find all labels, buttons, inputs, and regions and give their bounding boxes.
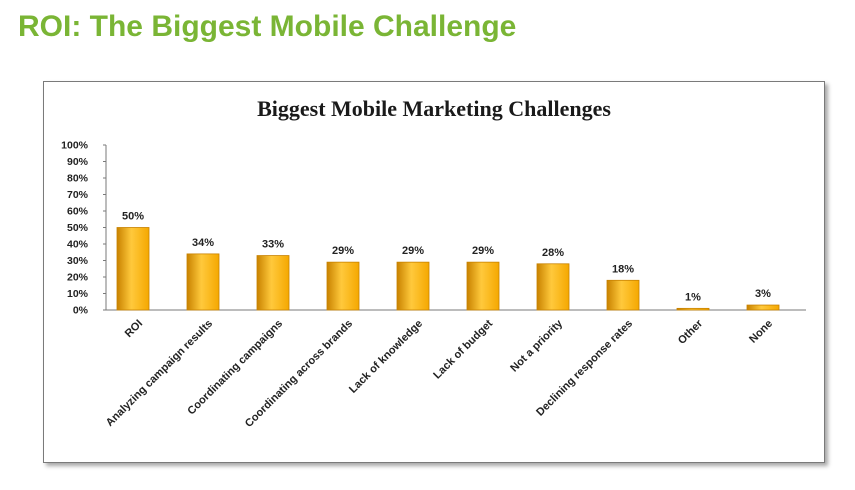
bar — [326, 261, 360, 311]
x-category-label: None — [747, 318, 775, 346]
bar-chart: 0% 10% 20% 30% 40% 50% 60% 70% 80% 90% 100% 50% ROI 3… — [61, 140, 806, 430]
bar-value-label: 29% — [402, 245, 424, 257]
bar — [396, 261, 430, 311]
x-category-label: Other — [676, 317, 706, 347]
y-tick-label: 50% — [67, 222, 89, 234]
bar — [606, 279, 640, 311]
bar-value-label: 18% — [612, 263, 634, 275]
x-category-label: Not a priority — [508, 317, 566, 375]
y-tick-label: 80% — [67, 173, 89, 185]
y-tick-label: 30% — [67, 255, 89, 267]
chart-title: Biggest Mobile Marketing Challenges — [257, 96, 611, 121]
x-category-label: Lack of budget — [431, 317, 495, 381]
bar-value-label: 50% — [122, 211, 144, 223]
x-category-label: Lack of knowledge — [347, 318, 425, 396]
chart-container: Biggest Mobile Marketing Challenges 0% 10… — [43, 81, 825, 463]
bar-value-label: 28% — [542, 247, 564, 259]
bar — [676, 307, 710, 311]
bar — [466, 261, 500, 311]
y-tick-label: 10% — [67, 288, 89, 300]
bar-value-label: 34% — [192, 237, 214, 249]
bar — [256, 255, 290, 311]
x-category-label: ROI — [123, 318, 145, 340]
bar — [536, 263, 570, 311]
y-tick-label: 40% — [67, 239, 89, 251]
slide-title: ROI: The Biggest Mobile Challenge — [18, 10, 517, 43]
bar — [186, 253, 220, 311]
bar-value-label: 29% — [472, 245, 494, 257]
y-tick-label: 90% — [67, 156, 89, 168]
y-tick-label: 60% — [67, 206, 89, 218]
y-tick-label: 0% — [73, 305, 89, 317]
bar-value-label: 33% — [262, 239, 284, 251]
y-tick-label: 70% — [67, 189, 89, 201]
bar-value-label: 3% — [755, 288, 771, 300]
bar — [116, 227, 150, 311]
y-tick-label: 20% — [67, 272, 89, 284]
bar-value-label: 29% — [332, 245, 354, 257]
bar — [746, 304, 780, 311]
bar-value-label: 1% — [685, 291, 701, 303]
y-tick-label: 100% — [61, 140, 89, 152]
